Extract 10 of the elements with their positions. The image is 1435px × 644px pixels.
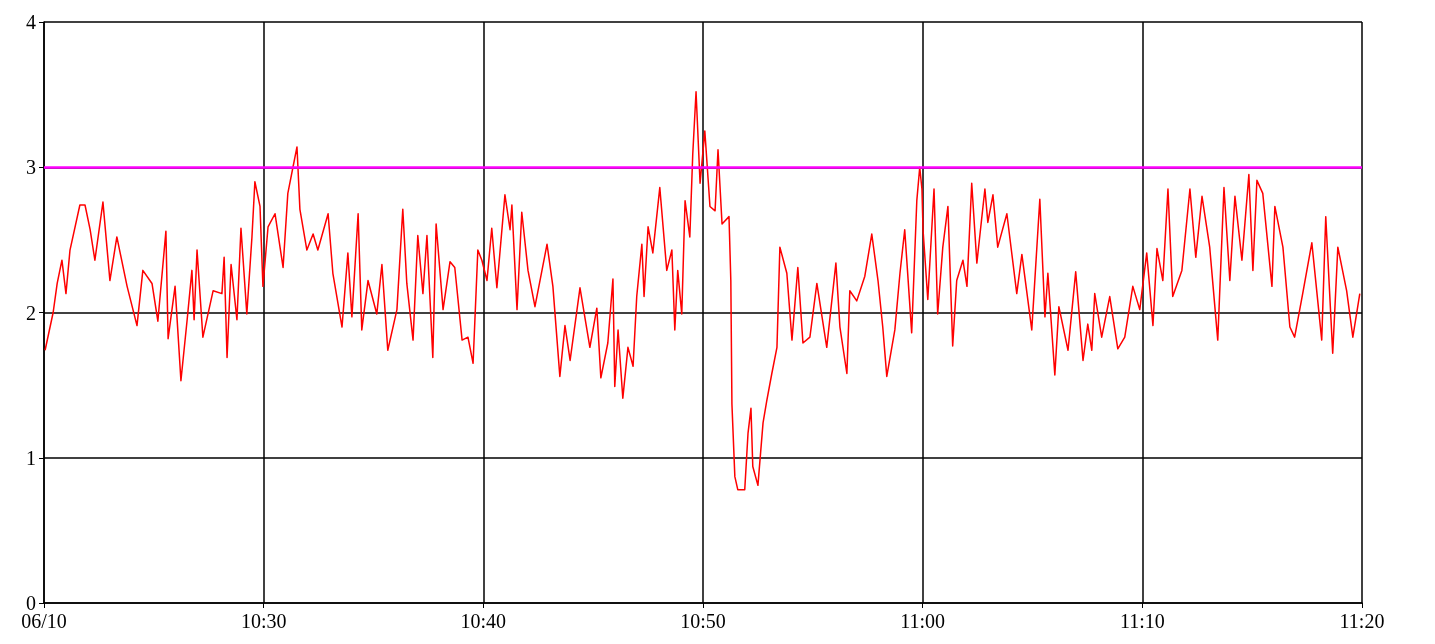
x-tick-label: 10:50 [680, 610, 726, 632]
x-tick-label: 11:10 [1119, 610, 1165, 632]
x-tick-label: 11:20 [1339, 610, 1385, 632]
x-tick-label: 10:40 [460, 610, 507, 632]
y-tick-label: 2 [26, 301, 36, 324]
x-tick-label: 11:00 [900, 610, 946, 632]
y-tick-label: 3 [26, 156, 36, 179]
y-tick-label: 4 [26, 11, 36, 33]
y-tick-label: 1 [26, 446, 36, 469]
x-tick-label: 10:30 [240, 610, 287, 632]
